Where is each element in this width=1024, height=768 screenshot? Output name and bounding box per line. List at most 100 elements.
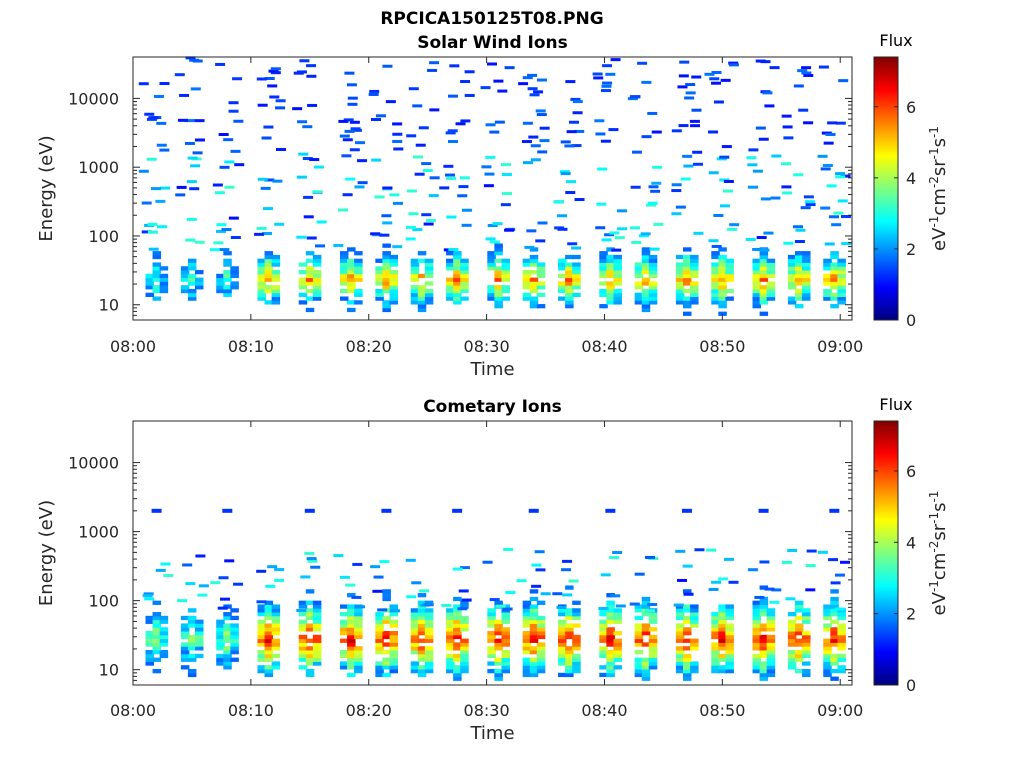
heatmap-cell bbox=[606, 668, 615, 674]
heatmap-cell bbox=[424, 665, 434, 670]
heatmap-cell bbox=[565, 300, 574, 305]
heatmap-cell bbox=[406, 134, 417, 138]
heatmap-cell bbox=[606, 270, 615, 275]
heatmap-cell bbox=[459, 176, 470, 180]
heatmap-cell bbox=[766, 296, 776, 301]
heatmap-cell bbox=[389, 193, 400, 197]
heatmap-cell bbox=[572, 277, 581, 282]
heatmap-cell bbox=[339, 631, 349, 636]
heatmap-cell bbox=[347, 102, 358, 106]
heatmap-cell bbox=[690, 285, 699, 290]
heatmap-cell bbox=[802, 650, 811, 655]
heatmap-cell bbox=[558, 642, 567, 647]
heatmap-cell bbox=[565, 585, 574, 590]
heatmap-cell bbox=[648, 661, 658, 666]
heatmap-cell bbox=[263, 125, 274, 129]
heatmap-cell bbox=[787, 653, 797, 659]
heatmap-cell bbox=[487, 262, 496, 267]
heatmap-cell bbox=[216, 229, 227, 233]
heatmap-cell bbox=[641, 627, 651, 632]
heatmap-cell bbox=[787, 300, 797, 305]
heatmap-cell bbox=[152, 638, 162, 643]
heatmap-cell bbox=[759, 642, 769, 647]
heatmap-cell bbox=[339, 254, 349, 260]
heatmap-cell bbox=[195, 270, 204, 275]
heatmap-cell bbox=[522, 665, 532, 670]
heatmap-cell bbox=[487, 623, 496, 628]
heatmap-cell bbox=[501, 627, 510, 632]
heatmap-cell bbox=[794, 600, 804, 605]
heatmap-cell bbox=[529, 672, 539, 678]
heatmap-cell bbox=[711, 665, 720, 670]
heatmap-cell bbox=[759, 661, 769, 666]
heatmap-cell bbox=[269, 95, 280, 99]
heatmap-cell bbox=[264, 631, 274, 636]
heatmap-cell bbox=[418, 126, 429, 130]
heatmap-cell bbox=[257, 627, 266, 632]
heatmap-cell bbox=[424, 281, 434, 286]
heatmap-cell bbox=[529, 646, 539, 651]
heatmap-cell bbox=[453, 642, 462, 647]
heatmap-cell bbox=[187, 615, 197, 621]
heatmap-cell bbox=[347, 619, 356, 624]
heatmap-cell bbox=[752, 600, 762, 605]
heatmap-cell bbox=[424, 650, 434, 655]
heatmap-cell bbox=[417, 612, 427, 617]
heatmap-cell bbox=[787, 262, 797, 267]
heatmap-cell bbox=[375, 661, 384, 666]
heatmap-cell bbox=[453, 627, 462, 632]
heatmap-cell bbox=[195, 642, 204, 647]
heatmap-cell bbox=[305, 258, 315, 263]
heatmap-cell bbox=[801, 66, 812, 70]
heatmap-cell bbox=[680, 177, 691, 181]
heatmap-cell bbox=[638, 234, 649, 238]
heatmap-cell bbox=[141, 201, 152, 205]
heatmap-cell bbox=[718, 273, 727, 279]
heatmap-cell bbox=[599, 623, 608, 628]
heatmap-cell bbox=[522, 161, 533, 165]
heatmap-cell bbox=[370, 232, 381, 236]
heatmap-cell bbox=[611, 248, 622, 252]
heatmap-cell bbox=[685, 91, 696, 95]
heatmap-cell bbox=[711, 244, 722, 248]
heatmap-cell bbox=[187, 623, 197, 628]
heatmap-cell bbox=[464, 70, 475, 74]
heatmap-cell bbox=[648, 612, 658, 617]
heatmap-cell bbox=[572, 634, 581, 640]
heatmap-cell bbox=[375, 650, 384, 655]
heatmap-cell bbox=[414, 172, 425, 176]
heatmap-cell bbox=[379, 560, 390, 564]
heatmap-cell bbox=[198, 584, 209, 588]
heatmap-cell bbox=[410, 661, 420, 666]
heatmap-cell bbox=[375, 634, 384, 640]
heatmap-cell bbox=[159, 273, 169, 279]
heatmap-cell bbox=[725, 631, 734, 636]
heatmap-cell bbox=[708, 587, 719, 591]
heatmap-cell bbox=[405, 237, 416, 241]
heatmap-cell bbox=[823, 288, 832, 294]
heatmap-cell bbox=[159, 653, 169, 659]
heatmap-cell bbox=[599, 650, 608, 655]
heatmap-cell bbox=[522, 608, 532, 613]
heatmap-cell bbox=[650, 189, 661, 193]
heatmap-cell bbox=[223, 638, 232, 643]
heatmap-cell bbox=[261, 231, 272, 235]
heatmap-cell bbox=[296, 235, 307, 239]
heatmap-cell bbox=[382, 186, 393, 190]
heatmap-cell bbox=[299, 59, 310, 63]
heatmap-cell bbox=[830, 266, 839, 271]
heatmap-cell bbox=[312, 642, 322, 647]
heatmap-cell bbox=[343, 118, 354, 122]
heatmap-cell bbox=[725, 262, 734, 267]
heatmap-cell bbox=[305, 672, 315, 678]
heatmap-cell bbox=[565, 631, 574, 636]
heatmap-cell bbox=[795, 228, 806, 232]
heatmap-cell bbox=[216, 631, 225, 636]
heatmap-cell bbox=[145, 653, 155, 659]
heatmap-cell bbox=[725, 646, 734, 651]
heatmap-cell bbox=[187, 262, 197, 267]
heatmap-cell bbox=[675, 296, 685, 301]
heatmap-cell bbox=[257, 270, 266, 275]
heatmap-cell bbox=[306, 557, 317, 561]
heatmap-cell bbox=[522, 631, 532, 636]
